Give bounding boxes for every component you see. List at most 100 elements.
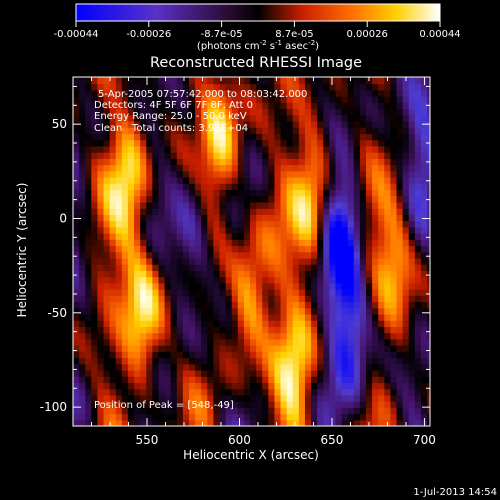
heatmap-cell: [158, 239, 166, 247]
heatmap-cell: [304, 276, 312, 284]
heatmap-cell: [231, 338, 239, 346]
heatmap-cell: [231, 226, 239, 234]
heatmap-cell: [323, 270, 330, 278]
heatmap-cell: [127, 401, 135, 408]
heatmap-cell: [164, 326, 172, 334]
heatmap-cell: [225, 96, 233, 103]
heatmap-cell: [97, 276, 105, 284]
heatmap-cell: [164, 102, 172, 110]
heatmap-cell: [225, 183, 233, 191]
heatmap-cell: [402, 301, 410, 309]
heatmap-cell: [390, 251, 398, 259]
heatmap-cell: [317, 326, 324, 334]
heatmap-cell: [359, 326, 367, 334]
heatmap-cell: [231, 357, 239, 365]
heatmap-cell: [292, 220, 300, 228]
heatmap-cell: [323, 401, 330, 408]
heatmap-cell: [292, 369, 300, 377]
heatmap-cell: [366, 357, 373, 365]
heatmap-cell: [353, 108, 361, 116]
heatmap-cell: [140, 376, 147, 384]
heatmap-cell: [390, 419, 398, 426]
heatmap-cell: [366, 401, 373, 408]
heatmap-cell: [298, 295, 306, 303]
heatmap-cell: [146, 270, 153, 278]
heatmap-cell: [176, 239, 184, 247]
heatmap-cell: [317, 307, 324, 315]
heatmap-cell: [268, 139, 276, 147]
heatmap-cell: [213, 326, 221, 334]
heatmap-cell: [176, 276, 184, 284]
heatmap-cell: [250, 195, 257, 203]
heatmap-cell: [201, 145, 208, 153]
heatmap-cell: [91, 419, 99, 426]
heatmap-cell: [390, 108, 398, 116]
heatmap-cell: [323, 239, 330, 247]
heatmap-cell: [372, 363, 379, 371]
heatmap-cell: [207, 183, 214, 191]
heatmap-cell: [188, 189, 196, 197]
heatmap-cell: [237, 245, 245, 253]
heatmap-cell: [353, 301, 361, 309]
heatmap-cell: [396, 307, 404, 315]
heatmap-cell: [201, 264, 208, 271]
heatmap-cell: [384, 220, 392, 228]
heatmap-cell: [341, 77, 349, 85]
heatmap-cell: [311, 351, 318, 359]
heatmap-cell: [225, 127, 233, 135]
heatmap-cell: [329, 139, 337, 147]
heatmap-cell: [274, 282, 282, 290]
heatmap-cell: [73, 264, 80, 271]
heatmap-cell: [97, 139, 105, 147]
heatmap-cell: [182, 257, 190, 265]
heatmap-cell: [262, 320, 269, 327]
heatmap-cell: [121, 158, 129, 166]
heatmap-cell: [237, 289, 245, 296]
heatmap-cell: [115, 120, 123, 128]
heatmap-cell: [213, 201, 221, 209]
heatmap-cell: [188, 89, 196, 97]
heatmap-cell: [79, 394, 86, 402]
heatmap-cell: [311, 89, 318, 97]
heatmap-cell: [164, 257, 172, 265]
heatmap-cell: [427, 170, 430, 178]
heatmap-cell: [420, 332, 428, 340]
heatmap-cell: [109, 108, 117, 116]
heatmap-cell: [152, 214, 160, 222]
heatmap-cell: [115, 189, 123, 197]
heatmap-cell: [91, 164, 99, 172]
heatmap-cell: [262, 239, 269, 247]
heatmap-cell: [280, 276, 288, 284]
heatmap-cell: [188, 326, 196, 334]
heatmap-cell: [329, 114, 337, 122]
heatmap-cell: [73, 394, 80, 402]
heatmap-cell: [335, 257, 343, 265]
heatmap-cell: [378, 133, 385, 141]
heatmap-cell: [213, 264, 221, 271]
heatmap-cell: [390, 338, 398, 346]
heatmap-cell: [219, 220, 227, 228]
heatmap-cell: [298, 388, 306, 396]
heatmap-cell: [79, 120, 86, 128]
heatmap-cell: [366, 145, 373, 153]
heatmap-cell: [396, 164, 404, 172]
heatmap-cell: [127, 394, 135, 402]
heatmap-cell: [420, 313, 428, 321]
heatmap-cell: [91, 376, 99, 384]
heatmap-cell: [329, 89, 337, 97]
heatmap-cell: [359, 320, 367, 327]
heatmap-cell: [243, 220, 251, 228]
heatmap-cell: [420, 127, 428, 135]
heatmap-cell: [280, 382, 288, 390]
heatmap-cell: [219, 183, 227, 191]
heatmap-cell: [384, 239, 392, 247]
heatmap-cell: [384, 114, 392, 122]
heatmap-cell: [121, 382, 129, 390]
heatmap-cell: [219, 357, 227, 365]
heatmap-cell: [280, 320, 288, 327]
heatmap-cell: [366, 351, 373, 359]
heatmap-cell: [213, 363, 221, 371]
heatmap-cell: [408, 282, 416, 290]
heatmap-cell: [372, 226, 379, 234]
heatmap-cell: [134, 264, 141, 271]
